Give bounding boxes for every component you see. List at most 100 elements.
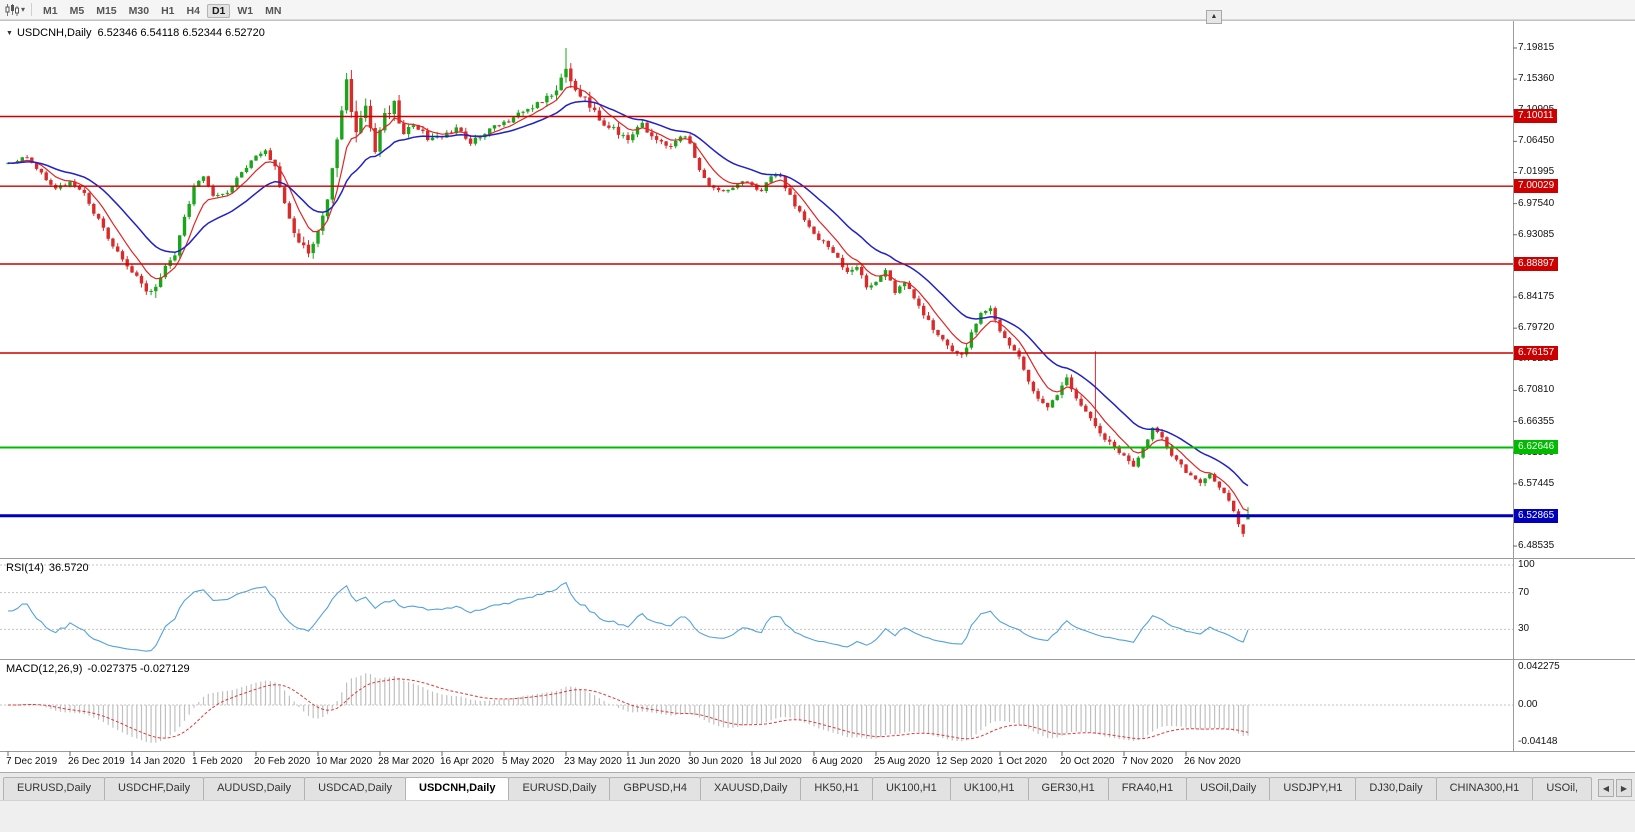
timeframe-button-m15[interactable]: M15 [96,4,117,17]
timeframe-button-m5[interactable]: M5 [69,4,85,17]
chart-tab-uk100-h1[interactable]: UK100,H1 [949,777,1029,800]
chart-tabs: EURUSD,Daily USDCHF,Daily AUDUSD,Daily USDC… [3,777,1593,800]
chart-tab-usoil-daily[interactable]: USOil,Daily [1186,777,1271,800]
time-axis-label: 7 Dec 2019 [6,756,58,767]
price-level-badge: 7.10011 [1514,109,1558,124]
chart-tab-xauusd-daily[interactable]: XAUUSD,Daily [699,777,802,800]
time-axis-label: 25 Aug 2020 [874,756,931,767]
timeframe-buttons: M1 M5 M15 M30 H1 H4 D1 W1 MN [38,1,288,19]
chart-canvas[interactable] [0,21,1635,773]
price-level-badge: 7.00029 [1514,179,1559,194]
ma-slow-line [8,100,1249,487]
time-axis-label: 28 Mar 2020 [378,756,435,767]
time-axis-label: 14 Jan 2020 [130,756,186,767]
macd-axis-label: -0.04148 [1518,736,1558,748]
price-level-badge: 6.62646 [1514,440,1559,455]
time-axis-label: 20 Oct 2020 [1060,756,1115,767]
price-axis-label: 6.93085 [1518,228,1555,240]
rsi-line [7,581,1249,652]
time-axis-label: 30 Jun 2020 [688,756,744,767]
tabs-scroll-right-button[interactable]: ▶ [1616,779,1632,797]
chart-type-dropdown-icon[interactable]: ▾ [21,5,26,14]
chart-tab-usdcnh-daily[interactable]: USDCNH,Daily [405,777,510,800]
time-axis-label: 1 Feb 2020 [192,756,243,767]
price-axis-label: 6.57445 [1518,477,1555,489]
chart-tab-usdjpy-h1[interactable]: USDJPY,H1 [1269,777,1357,800]
macd-axis-label: 0.042275 [1518,660,1560,672]
rsi-indicator-label: RSI(14) 36.5720 [6,562,89,574]
chart-tab-usdchf-daily[interactable]: USDCHF,Daily [103,777,205,800]
rsi-value: 36.5720 [48,562,89,574]
chart-tab-uk100-h1[interactable]: UK100,H1 [871,777,951,800]
rsi-name: RSI(14) [6,562,44,574]
price-axis-label: 7.01995 [1518,166,1555,178]
price-axis-label: 7.19815 [1518,41,1555,53]
time-axis-label: 11 Jun 2020 [626,756,681,767]
chart-tab-china300-h1[interactable]: CHINA300,H1 [1435,777,1534,800]
macd-signal-line [8,678,1249,740]
chart-tab-fra40-h1[interactable]: FRA40,H1 [1107,777,1188,800]
status-bar [0,800,1635,832]
toolbar-overflow-button[interactable]: ▲ [1206,10,1222,24]
chart-window: ▼ USDCNH,Daily 6.52346 6.54118 6.52344 6.5… [0,20,1635,772]
rsi-axis-label: 30 [1518,623,1530,635]
rsi-axis-label: 70 [1518,586,1530,598]
macd-indicator-label: MACD(12,26,9) -0.027375 -0.027129 [6,663,190,675]
chart-tab-ger30-h1[interactable]: GER30,H1 [1027,777,1109,800]
timeframe-toolbar: ▾ M1 M5 M15 M30 H1 H4 D1 W1 MN [0,0,1635,20]
price-axis-label: 6.66355 [1518,415,1555,427]
timeframe-button-m30[interactable]: M30 [128,4,150,17]
time-axis-label: 6 Aug 2020 [812,756,863,767]
chart-tab-audusd-daily[interactable]: AUDUSD,Daily [203,777,306,800]
price-axis-label: 6.97540 [1518,197,1555,209]
price-level-badge: 6.52865 [1514,508,1559,523]
price-axis-label: 6.70810 [1518,384,1555,396]
time-axis-label: 7 Nov 2020 [1122,756,1174,767]
chart-tab-gbpusd-h4[interactable]: GBPUSD,H4 [609,777,701,800]
macd-values: -0.027375 -0.027129 [87,663,190,675]
chart-tab-eurusd-daily[interactable]: EURUSD,Daily [3,777,105,800]
price-level-badge: 6.88897 [1514,257,1559,272]
time-axis-label: 23 May 2020 [564,756,622,767]
chart-tab-dj30-daily[interactable]: DJ30,Daily [1355,777,1437,800]
time-axis-label: 26 Nov 2020 [1184,756,1241,767]
timeframe-button-w1[interactable]: W1 [237,4,254,17]
time-axis-label: 26 Dec 2019 [68,756,125,767]
price-axis-label: 6.79720 [1518,322,1555,334]
symbol-period-label: USDCNH,Daily [16,27,92,39]
collapse-arrow-icon[interactable]: ▼ [6,30,13,37]
chart-tab-bar: EURUSD,Daily USDCHF,Daily AUDUSD,Daily USDC… [0,772,1635,800]
ma-fast-line [7,85,1249,512]
tabs-scroll-left-button[interactable]: ◀ [1598,779,1614,797]
timeframe-button-h1[interactable]: H1 [161,4,175,17]
chart-title-line: ▼ USDCNH,Daily 6.52346 6.54118 6.52344 6.5… [6,27,265,39]
timeframe-button-h4[interactable]: H4 [186,4,200,17]
price-axis-label: 6.48535 [1518,540,1555,552]
timeframe-button-d1[interactable]: D1 [206,3,231,18]
price-axis-label: 6.84175 [1518,291,1555,303]
price-level-badge: 6.76157 [1514,346,1559,361]
chart-tab-usdcad-daily[interactable]: USDCAD,Daily [304,777,407,800]
price-axis-label: 7.06450 [1518,135,1555,147]
time-axis-label: 12 Sep 2020 [936,756,993,767]
macd-axis-label: 0.00 [1518,699,1538,710]
chart-type-icon[interactable] [4,3,20,17]
time-axis-label: 16 Apr 2020 [440,756,494,767]
ohlc-values: 6.52346 6.54118 6.52344 6.52720 [97,27,265,39]
rsi-axis-label: 100 [1518,559,1535,570]
chart-tab-hk50-h1[interactable]: HK50,H1 [800,777,873,800]
time-axis-label: 1 Oct 2020 [998,756,1047,767]
macd-name: MACD(12,26,9) [6,663,83,675]
timeframe-button-mn[interactable]: MN [265,4,282,17]
time-axis-label: 5 May 2020 [502,756,555,767]
tab-scroll-buttons: ◀ ▶ [1598,779,1632,797]
chart-tab-usoil[interactable]: USOil, [1532,777,1593,800]
time-axis-label: 10 Mar 2020 [316,756,373,767]
time-axis-label: 18 Jul 2020 [750,756,802,767]
price-axis-label: 7.15360 [1518,73,1555,85]
macd-histogram [7,673,1249,743]
timeframe-button-m1[interactable]: M1 [43,4,58,17]
toolbar-separator [31,3,33,16]
time-axis-label: 20 Feb 2020 [254,756,311,767]
chart-tab-eurusd-daily[interactable]: EURUSD,Daily [508,777,611,800]
